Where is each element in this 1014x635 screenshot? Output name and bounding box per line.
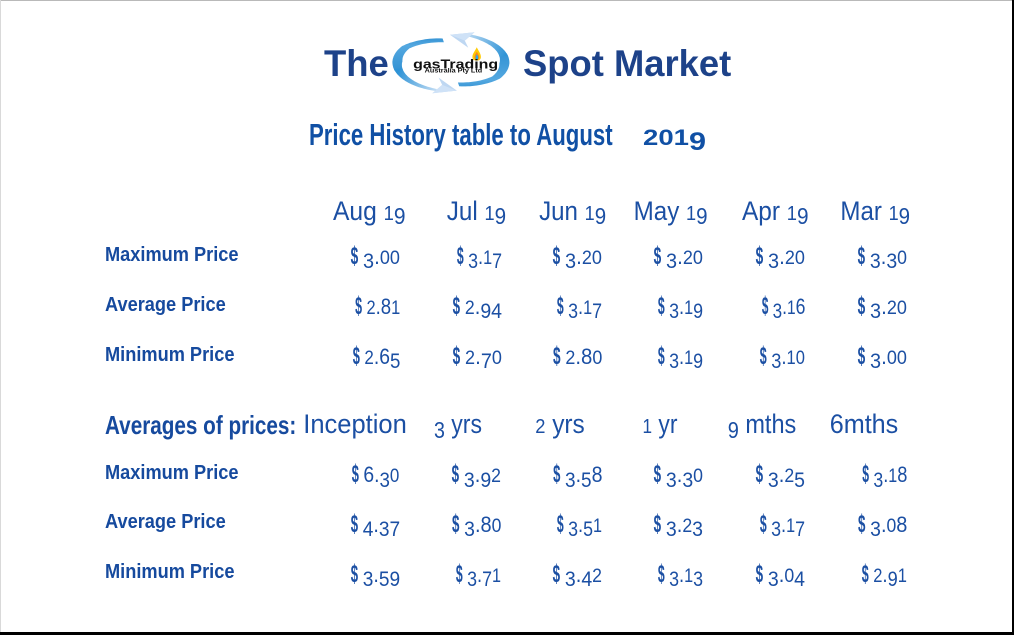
svg-text:gasTrading: gasTrading (413, 56, 498, 71)
svg-text:Australia Pty Ltd: Australia Pty Ltd (425, 67, 483, 74)
